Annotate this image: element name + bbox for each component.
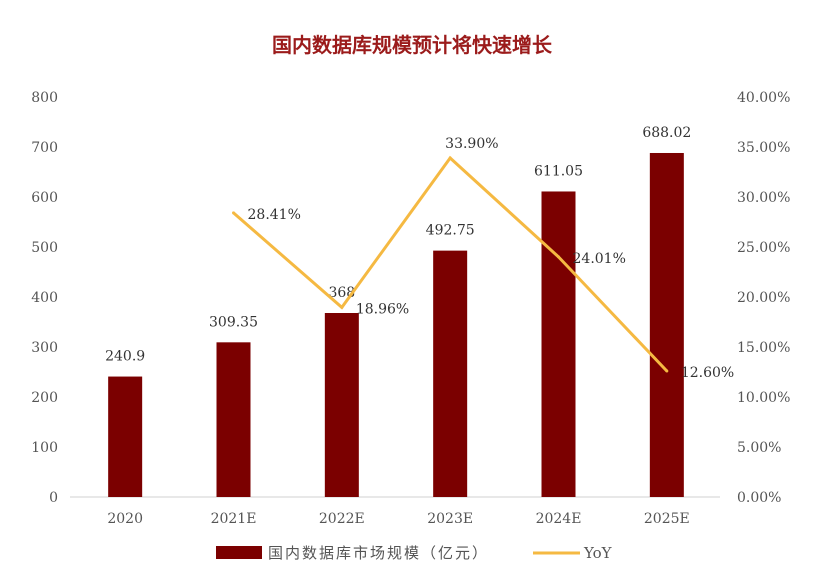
- legend-bar-label: 国内数据库市场规模（亿元）: [268, 544, 489, 562]
- x-axis-tick-label: 2023E: [427, 511, 473, 527]
- bar: [649, 152, 684, 498]
- left-axis-tick-label: 700: [31, 140, 58, 156]
- bar-data-label: 492.75: [426, 223, 475, 239]
- legend-bar-swatch: [216, 546, 262, 559]
- yoy-point: [557, 255, 560, 259]
- right-axis-tick-label: 40.00%: [737, 90, 790, 106]
- right-axis-tick-label: 5.00%: [737, 440, 781, 456]
- left-axis-tick-label: 200: [31, 390, 58, 406]
- bar-data-label: 309.35: [209, 314, 258, 330]
- left-axis-tick-label: 800: [31, 90, 58, 106]
- left-axis-tick-label: 400: [31, 290, 58, 306]
- bar: [324, 313, 359, 497]
- yoy-point: [665, 369, 669, 373]
- yoy-data-label: 28.41%: [248, 207, 301, 223]
- bar-data-label: 240.9: [105, 349, 145, 365]
- x-axis-tick-label: 2020: [107, 511, 143, 527]
- yoy-point: [232, 211, 235, 215]
- x-axis-tick-label: 2024E: [536, 511, 582, 527]
- bar-data-label: 611.05: [534, 163, 583, 179]
- yoy-point: [340, 305, 344, 309]
- left-axis-tick-label: 100: [31, 440, 58, 456]
- x-axis-tick-label: 2021E: [211, 511, 257, 527]
- bar-data-label: 688.02: [642, 125, 691, 141]
- right-axis-tick-label: 10.00%: [737, 390, 790, 406]
- chart-title: 国内数据库规模预计将快速增长: [272, 33, 553, 57]
- right-axis-tick-label: 30.00%: [737, 190, 790, 206]
- x-axis-tick-label: 2022E: [319, 511, 365, 527]
- right-axis-tick-label: 35.00%: [737, 140, 790, 156]
- yoy-data-label: 33.90%: [445, 136, 498, 152]
- legend-line-label: YoY: [583, 544, 613, 562]
- left-axis-tick-label: 300: [31, 340, 58, 356]
- right-axis-tick-label: 20.00%: [737, 290, 790, 306]
- right-axis-tick-label: 25.00%: [737, 240, 790, 256]
- right-axis-tick-label: 0.00%: [737, 490, 781, 506]
- left-axis-tick-label: 500: [31, 240, 58, 256]
- x-axis-tick-label: 2025E: [644, 511, 690, 527]
- bar: [216, 342, 251, 497]
- right-axis-tick-label: 15.00%: [737, 340, 790, 356]
- left-axis-tick-label: 600: [31, 190, 58, 206]
- yoy-point: [448, 156, 452, 160]
- bar: [541, 191, 576, 497]
- bar: [108, 376, 143, 497]
- yoy-data-label: 12.60%: [681, 365, 734, 381]
- yoy-data-label: 24.01%: [573, 251, 626, 267]
- bar: [433, 250, 468, 497]
- yoy-data-label: 18.96%: [356, 301, 409, 317]
- left-axis-tick-label: 0: [49, 490, 58, 506]
